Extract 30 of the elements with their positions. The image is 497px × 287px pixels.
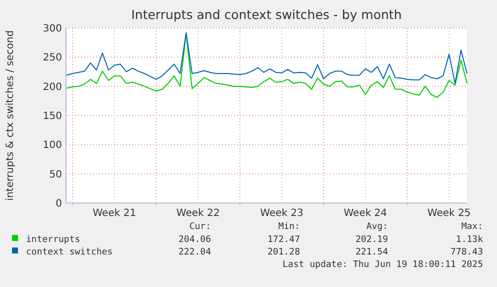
x-tick-label: Week 24 (344, 208, 388, 219)
text: 202.19 (355, 235, 388, 245)
text: 778.43 (450, 248, 483, 258)
x-tick-label: Week 25 (427, 208, 471, 219)
text: 221.54 (355, 248, 388, 258)
text: Cur: (189, 222, 211, 232)
text: 201.28 (267, 248, 300, 258)
x-tick-label: Week 21 (92, 208, 136, 219)
legend-label: interrupts (26, 235, 80, 245)
x-tick-label: Week 23 (260, 208, 304, 219)
legend-label: context switches (26, 248, 113, 258)
text: 172.47 (267, 235, 300, 245)
chart-title: Interrupts and context switches - by month (131, 7, 402, 22)
y-tick-label: 300 (42, 24, 62, 34)
text: Avg: (366, 222, 388, 232)
y-tick-label: 0 (56, 198, 62, 210)
text: Last update: Thu Jun 19 18:00:11 2025 (282, 260, 483, 270)
y-tick-label: 250 (42, 52, 62, 64)
line-series (66, 32, 468, 84)
text: Min: (278, 222, 300, 232)
text: 222.04 (178, 248, 211, 258)
text: Max: (461, 222, 483, 232)
x-tick-label: Week 22 (176, 208, 220, 219)
text: 1.13k (456, 235, 484, 245)
y-tick-label: 50 (49, 169, 62, 180)
y-tick-label: 200 (42, 82, 62, 93)
text: 204.06 (178, 235, 211, 245)
y-axis-title: interrupts & ctx switches / second (5, 30, 16, 201)
y-tick-label: 150 (42, 111, 62, 122)
y-tick-label: 100 (42, 140, 62, 152)
